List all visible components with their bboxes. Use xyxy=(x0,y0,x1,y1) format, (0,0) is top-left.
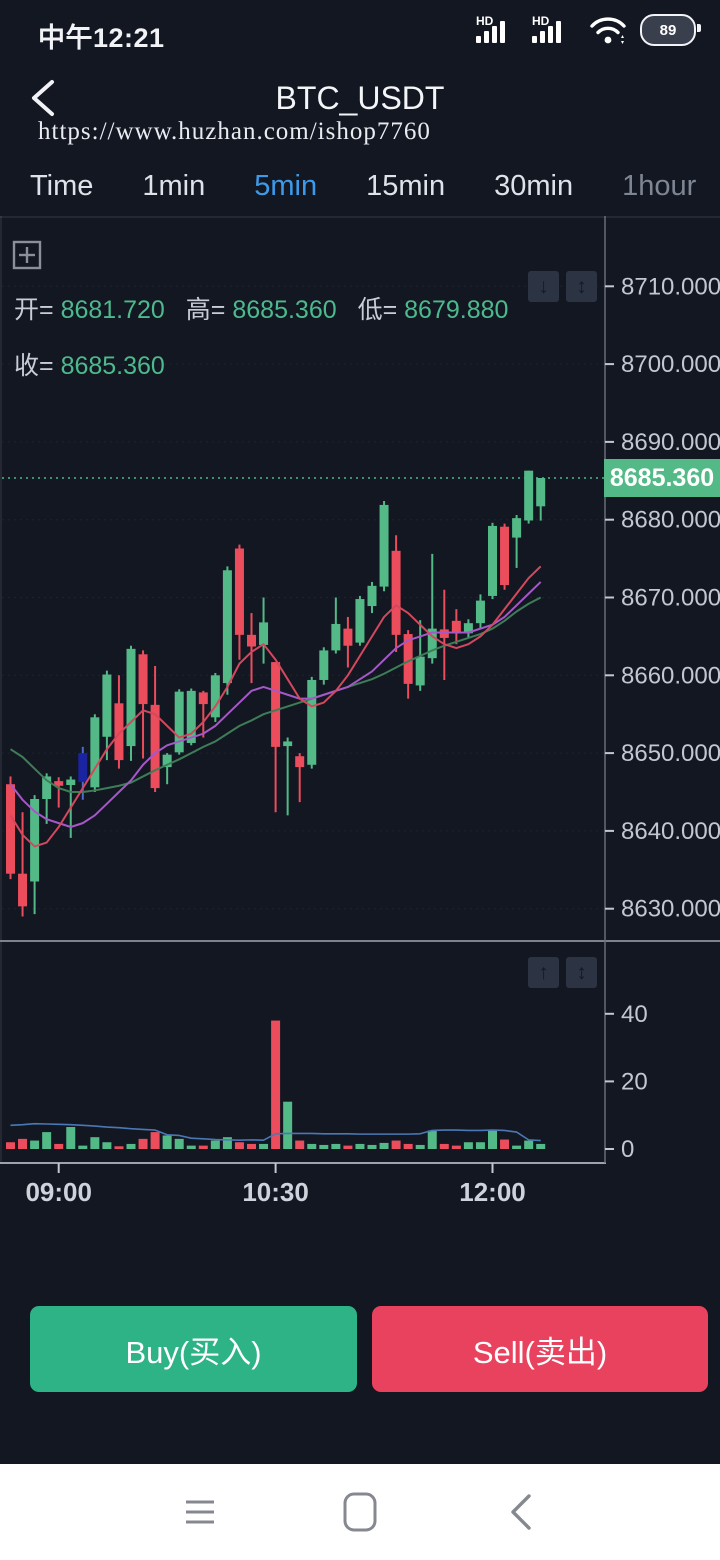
cellular-signal-icon-1: HD xyxy=(476,14,520,45)
x-axis-label: 10:30 xyxy=(242,1177,309,1202)
high-value: 8685.360 xyxy=(232,296,337,324)
close-label: 收= xyxy=(14,352,54,380)
volume-axis-label: 20 xyxy=(621,1068,648,1095)
high-label: 高= xyxy=(185,296,226,324)
menu-icon[interactable] xyxy=(178,1490,222,1534)
y-axis-label: 8660.000 xyxy=(621,662,720,689)
ohlc-row-1: 开= 8681.720 高= 8685.360 低= 8679.880 xyxy=(14,282,574,338)
y-axis-label: 8710.000 xyxy=(621,273,720,300)
back-nav-icon[interactable] xyxy=(498,1490,542,1534)
battery-percent: 89 xyxy=(659,21,677,39)
open-value: 8681.720 xyxy=(60,296,165,324)
watermark-url: https://www.huzhan.com/ishop7760 xyxy=(38,118,431,145)
tab-5min[interactable]: 5min xyxy=(254,169,318,202)
status-bar: 中午12:21 HD HD 89 xyxy=(0,0,720,56)
scale-down-arrow-icon[interactable]: ↓ xyxy=(528,271,559,302)
scale-updown-arrow-icon-2[interactable]: ↕ xyxy=(566,957,597,988)
indicator-grid-icon[interactable] xyxy=(12,240,42,270)
interval-tabs: Time 1min 5min 15min 30min 1hour xyxy=(0,156,720,216)
home-icon[interactable] xyxy=(338,1490,382,1534)
scale-updown-arrow-icon[interactable]: ↕ xyxy=(566,271,597,302)
tab-15min[interactable]: 15min xyxy=(366,169,446,202)
volume-axis-label: 40 xyxy=(621,1001,648,1028)
y-axis-label: 8640.000 xyxy=(621,818,720,845)
page-title: BTC_USDT xyxy=(275,80,445,116)
y-axis-label: 8700.000 xyxy=(621,351,720,378)
back-arrow-icon[interactable] xyxy=(26,78,62,118)
status-icons: HD HD 89 xyxy=(476,14,701,46)
wifi-icon xyxy=(590,17,626,44)
x-axis-label: 12:00 xyxy=(459,1177,526,1202)
ohlc-row-2: 收= 8685.360 xyxy=(14,338,574,394)
buy-button[interactable]: Buy(买入) xyxy=(30,1306,357,1392)
low-value: 8679.880 xyxy=(404,296,509,324)
tab-30min[interactable]: 30min xyxy=(494,169,574,202)
y-axis-label: 8690.000 xyxy=(621,429,720,456)
android-nav-bar xyxy=(0,1464,720,1560)
x-axis-label: 09:00 xyxy=(25,1177,92,1202)
tab-1min[interactable]: 1min xyxy=(142,169,206,202)
close-value: 8685.360 xyxy=(60,352,165,380)
tab-1hour[interactable]: 1hour xyxy=(622,169,697,202)
low-label: 低= xyxy=(357,296,398,324)
cellular-signal-icon-2: HD xyxy=(532,14,576,45)
current-price-badge: 8685.360 xyxy=(604,459,720,497)
y-axis-label: 8680.000 xyxy=(621,507,720,534)
volume-axis-label: 0 xyxy=(621,1136,634,1163)
clock: 中午12:21 xyxy=(38,23,165,53)
ohlc-readout: 开= 8681.720 高= 8685.360 低= 8679.880 收= 8… xyxy=(14,282,574,394)
main-pane-controls: ↓ ↕ xyxy=(528,271,597,302)
sell-button[interactable]: Sell(卖出) xyxy=(372,1306,708,1392)
y-axis-label: 8670.000 xyxy=(621,585,720,612)
scale-up-arrow-icon[interactable]: ↑ xyxy=(528,957,559,988)
price-chart[interactable]: 8710.000 8700.000 8690.000 8680.000 8670.000… xyxy=(0,216,720,1202)
open-label: 开= xyxy=(14,296,54,324)
volume-pane-controls: ↑ ↕ xyxy=(528,957,597,988)
chart-area: 8710.000 8700.000 8690.000 8680.000 8670.000… xyxy=(0,216,720,1202)
battery-icon: 89 xyxy=(640,14,701,46)
tab-time[interactable]: Time xyxy=(30,169,94,202)
y-axis-label: 8650.000 xyxy=(621,740,720,767)
y-axis-label: 8630.000 xyxy=(621,896,720,923)
header: BTC_USDT https://www.huzhan.com/ishop776… xyxy=(0,56,720,156)
